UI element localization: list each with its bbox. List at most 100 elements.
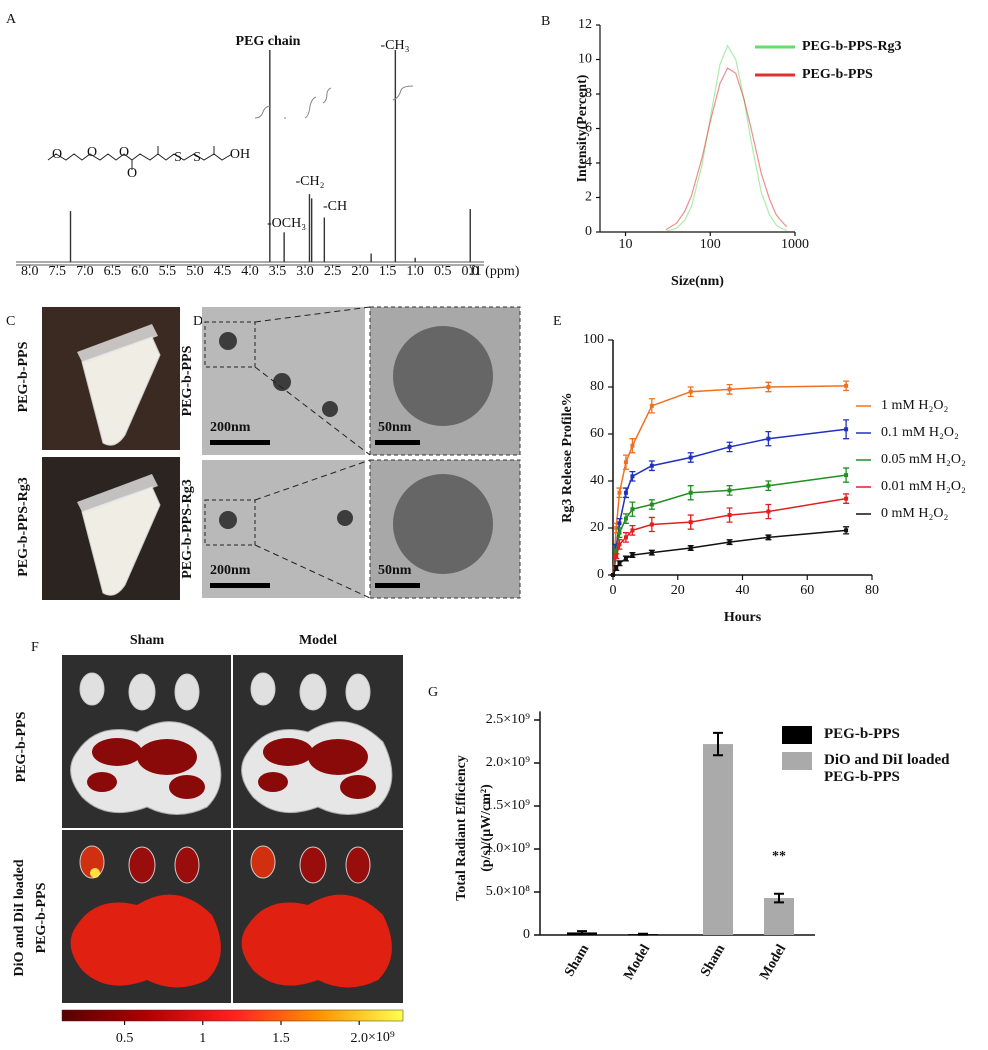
panel-letter: C bbox=[6, 314, 15, 329]
error-bar bbox=[577, 930, 587, 935]
zoom-guide bbox=[254, 459, 371, 599]
point bbox=[623, 556, 628, 561]
x-tick-label: 1000 bbox=[781, 237, 809, 252]
x-tick-label: Model bbox=[621, 942, 653, 983]
x-tick-label: Sham bbox=[562, 942, 592, 979]
legend-label: 0 mM H₂O₂ bbox=[881, 506, 948, 521]
legend-item: DiO and DiI loaded PEG-b-PPS bbox=[782, 752, 982, 786]
y-tick-label: 100 bbox=[583, 332, 604, 347]
signal bbox=[263, 738, 313, 766]
scale-label: 50nm bbox=[378, 563, 412, 578]
signal bbox=[92, 738, 142, 766]
small-organ bbox=[299, 846, 327, 884]
y-axis-label: (p/s)/(μW/cm²) bbox=[479, 784, 494, 872]
point bbox=[623, 516, 628, 521]
x-tick-label: 0.0 bbox=[461, 264, 479, 279]
point bbox=[688, 490, 693, 495]
small-organ bbox=[345, 673, 371, 711]
panel-letter: A bbox=[6, 12, 17, 27]
point bbox=[844, 528, 849, 533]
legend-label: 0.01 mM H₂O₂ bbox=[881, 479, 966, 494]
column-label: Model bbox=[299, 633, 337, 648]
point bbox=[727, 488, 732, 493]
scale-bar bbox=[210, 440, 270, 445]
point bbox=[630, 553, 635, 558]
panel-letter: F bbox=[31, 640, 39, 655]
bar bbox=[764, 898, 794, 935]
x-tick-label: 1.0 bbox=[406, 264, 424, 279]
peak-label: -OCH₃ bbox=[267, 216, 306, 231]
series-line bbox=[665, 67, 788, 231]
x-tick-label: Model bbox=[757, 942, 789, 983]
point bbox=[688, 389, 693, 394]
vial-cap bbox=[77, 474, 158, 514]
x-tick-label: 10 bbox=[619, 237, 633, 252]
small-organ bbox=[128, 846, 156, 884]
small-organ bbox=[250, 845, 276, 879]
x-axis-label: Size(nm) bbox=[671, 274, 724, 289]
scale-bar bbox=[375, 440, 420, 445]
row-label: DiO and DiI loaded bbox=[12, 859, 27, 976]
vial bbox=[81, 486, 161, 596]
y-tick-label: 80 bbox=[590, 379, 604, 394]
atom-label: S bbox=[174, 150, 182, 165]
row-label: PEG-b-PPS-Rg3 bbox=[16, 477, 31, 577]
y-axis-label: Rg3 Release Profile% bbox=[560, 392, 575, 522]
integral-curve bbox=[304, 96, 317, 119]
scale-label: 200nm bbox=[210, 420, 251, 435]
particle-zoom bbox=[393, 474, 493, 574]
point bbox=[727, 540, 732, 545]
scale-label: 200nm bbox=[210, 563, 251, 578]
atom-label: O bbox=[87, 145, 97, 160]
y-tick-label: 6 bbox=[585, 121, 592, 136]
small-organ bbox=[250, 672, 276, 706]
point bbox=[623, 535, 628, 540]
row-label: PEG-b-PPS bbox=[14, 711, 29, 782]
x-tick-label: 0.5 bbox=[434, 264, 452, 279]
bar bbox=[703, 744, 733, 935]
x-tick-label: 5.0 bbox=[186, 264, 204, 279]
point bbox=[649, 403, 654, 408]
x-axis-label: Hours bbox=[724, 610, 762, 625]
legend-label: 0.05 mM H₂O₂ bbox=[881, 452, 966, 467]
y-tick-label: 1.5×10⁹ bbox=[486, 798, 530, 813]
atom-label: O bbox=[52, 147, 62, 162]
series-line bbox=[612, 497, 847, 576]
small-organ bbox=[174, 846, 200, 884]
panel-letter: G bbox=[428, 685, 438, 700]
colorbar-tick-label: 1 bbox=[199, 1031, 206, 1046]
x-tick-label: 4.0 bbox=[241, 264, 259, 279]
structure-bond bbox=[47, 153, 233, 161]
atom-label: S bbox=[193, 150, 201, 165]
colorbar-tick-label: 1.5 bbox=[272, 1031, 290, 1046]
y-tick-label: 2.0×10⁹ bbox=[486, 755, 530, 770]
y-tick-label: 0 bbox=[585, 224, 592, 239]
y-tick-label: 0 bbox=[523, 927, 530, 942]
point bbox=[727, 513, 732, 518]
x-tick-label: 7.5 bbox=[49, 264, 67, 279]
particle bbox=[219, 511, 237, 529]
panel-letter: B bbox=[541, 14, 550, 29]
error-bar bbox=[774, 892, 784, 904]
colorbar-tick-label: 2.0 bbox=[350, 1031, 368, 1046]
point bbox=[630, 507, 635, 512]
legend-label: PEG-b-PPS bbox=[802, 67, 873, 82]
legend-item: PEG-b-PPS bbox=[782, 726, 982, 744]
row-label: PEG-b-PPS bbox=[180, 345, 195, 416]
series-line bbox=[612, 529, 847, 576]
tem-image bbox=[202, 460, 365, 598]
legend-swatch bbox=[782, 726, 812, 744]
small-organ bbox=[128, 673, 156, 711]
x-tick-label: 2.5 bbox=[324, 264, 342, 279]
particle bbox=[219, 332, 237, 350]
point bbox=[649, 463, 654, 468]
point bbox=[630, 443, 635, 448]
point bbox=[614, 549, 619, 554]
lung bbox=[70, 894, 221, 988]
signal bbox=[258, 772, 288, 792]
series-line bbox=[612, 385, 847, 576]
scale-bar bbox=[375, 583, 420, 588]
y-tick-label: 20 bbox=[590, 520, 604, 535]
error-bar bbox=[713, 731, 723, 757]
